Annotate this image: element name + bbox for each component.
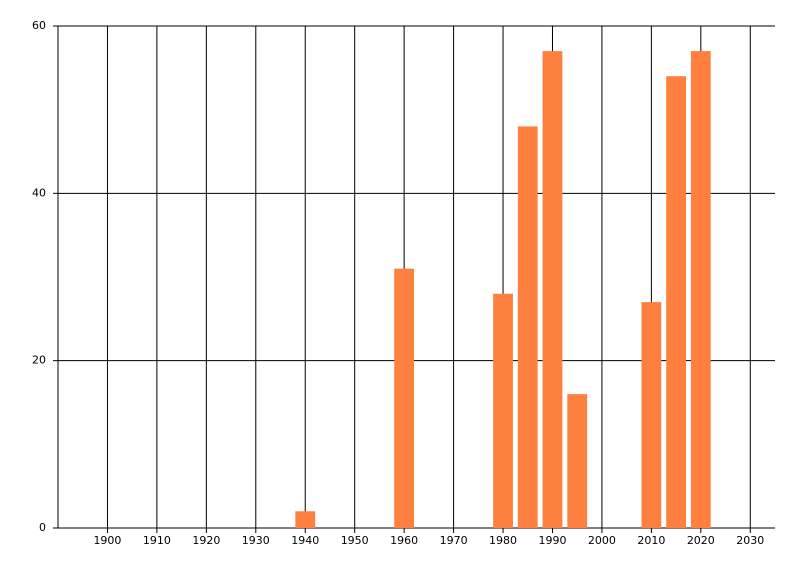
x-tick-label: 1900 <box>93 534 121 547</box>
x-tick-label: 1910 <box>143 534 171 547</box>
x-tick-label: 2010 <box>637 534 665 547</box>
x-tick-label: 1940 <box>291 534 319 547</box>
y-tick-label: 60 <box>32 19 46 32</box>
y-tick-label: 0 <box>39 521 46 534</box>
x-tick-label: 1930 <box>242 534 270 547</box>
x-tick-label: 1970 <box>440 534 468 547</box>
y-tick-label: 40 <box>32 186 46 199</box>
x-tick-label: 1920 <box>192 534 220 547</box>
bar <box>493 293 513 528</box>
x-tick-label: 2030 <box>736 534 764 547</box>
x-tick-label: 2000 <box>588 534 616 547</box>
x-tick-label: 1960 <box>390 534 418 547</box>
bar <box>295 511 316 528</box>
bar <box>567 394 588 528</box>
bar <box>517 126 538 529</box>
bar <box>690 51 711 528</box>
bar <box>542 51 563 528</box>
x-tick-label: 1990 <box>538 534 566 547</box>
x-tick-label: 2020 <box>687 534 715 547</box>
bar <box>394 268 415 528</box>
y-tick-label: 20 <box>32 354 46 367</box>
x-tick-label: 1980 <box>489 534 517 547</box>
x-tick-label: 1950 <box>341 534 369 547</box>
bar <box>641 302 662 528</box>
bar <box>666 76 686 528</box>
